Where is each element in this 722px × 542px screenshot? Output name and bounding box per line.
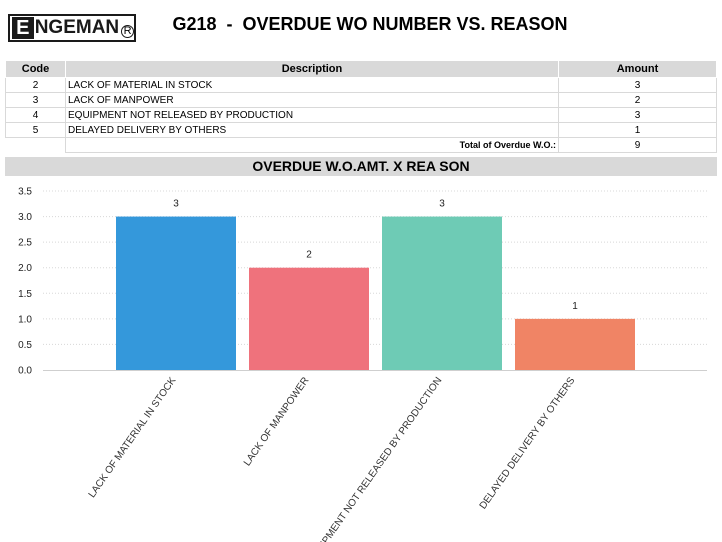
data-label: 2 — [306, 250, 312, 261]
bar — [116, 216, 236, 370]
engeman-logo: E NGEMAN R — [8, 14, 136, 42]
bar — [515, 318, 635, 370]
header-code: Code — [5, 60, 66, 78]
x-tick-label: LACK OF MANPOWER — [242, 375, 312, 468]
chart-title: OVERDUE W.O.AMT. X REA SON — [5, 157, 717, 176]
bar — [382, 216, 502, 370]
registered-mark-icon: R — [121, 24, 134, 38]
y-tick-label: 0.5 — [18, 340, 32, 351]
x-tick-label: LACK OF MATERIAL IN STOCK — [87, 375, 179, 500]
logo-initial: E — [12, 17, 34, 39]
y-tick-label: 1.0 — [18, 314, 32, 325]
y-tick-label: 3.0 — [18, 212, 32, 223]
y-tick-label: 1.5 — [18, 289, 32, 300]
bar — [249, 267, 369, 370]
table-row: 4 EQUIPMENT NOT RELEASED BY PRODUCTION 3 — [5, 107, 717, 123]
y-tick-label: 0.0 — [18, 366, 32, 377]
y-tick-label: 3.5 — [18, 187, 32, 198]
table-row: 3 LACK OF MANPOWER 2 — [5, 92, 717, 108]
row-code: 5 — [5, 122, 66, 138]
data-label: 3 — [173, 199, 179, 210]
x-tick-label: DELAYED DELIVERY BY OTHERS — [478, 375, 578, 511]
data-label: 1 — [572, 301, 578, 312]
report-title: G218 - OVERDUE WO NUMBER VS. REASON — [172, 14, 568, 34]
data-label: 3 — [439, 199, 445, 210]
y-tick-label: 2.5 — [18, 238, 32, 249]
logo-text: NGEMAN — [34, 17, 120, 38]
total-row: Total of Overdue W.O.: 9 — [6, 137, 717, 153]
y-tick-label: 2.0 — [18, 263, 32, 274]
x-tick-label: EQUIPMENT NOT RELEASED BY PRODUCTION — [306, 375, 444, 542]
reason-table: Code Description Amount 2 LACK OF MATERI… — [5, 60, 717, 153]
total-value: 9 — [558, 137, 717, 153]
